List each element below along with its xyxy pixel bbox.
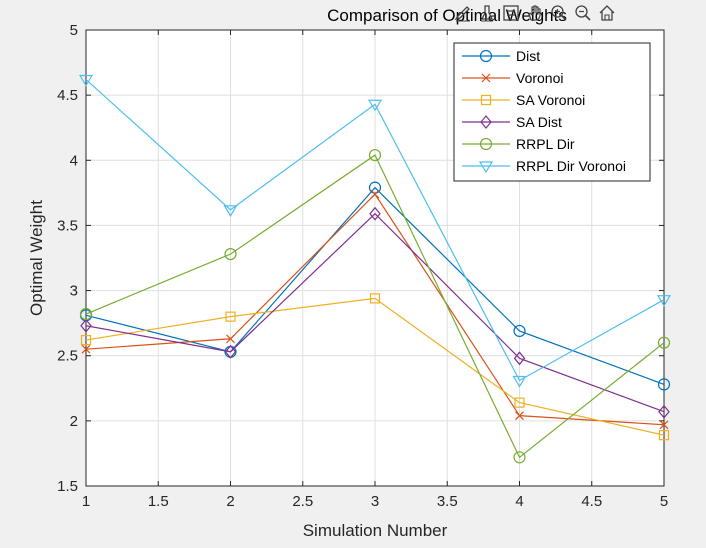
x-tick-label: 2 [226,493,234,510]
data-point [370,189,380,199]
data-point [514,397,525,408]
y-tick-label: 2.5 [57,348,78,365]
data-point [80,318,92,333]
data-point [513,351,526,366]
series-line [85,79,665,382]
legend-box [453,42,651,182]
series-rrpl-dir-voronoi [78,74,672,388]
y-tick-label: 5 [70,22,78,39]
x-tick-label: 4.5 [581,493,602,510]
series-sa-voronoi [80,293,670,441]
y-tick-label: 4.5 [57,87,78,104]
data-point [658,404,670,419]
data-point [369,293,381,304]
data-point [367,99,383,112]
series-rrpl-dir [79,148,671,464]
series-line [85,186,665,385]
zoom-out-icon[interactable] [572,2,594,24]
x-tick-label: 3 [371,493,379,510]
data-point [368,181,382,194]
data-tips-icon[interactable] [500,2,522,24]
legend-marker [481,73,491,83]
y-axis-label: Optimal Weight [27,200,46,316]
x-tick-label: 2.5 [292,493,313,510]
legend-label: Dist [516,48,540,64]
axes: 1 1.5 2 2.5 3 3.5 4 4.5 51.522.533.544.55 [57,22,668,510]
legend-entry: RRPL Dir [462,136,575,152]
data-point [659,420,669,430]
legend-marker [479,49,493,63]
legend-label: RRPL Dir [516,136,575,152]
data-point [512,375,527,388]
restore-view-icon[interactable] [596,2,618,24]
data-point [81,344,91,354]
data-point [515,411,524,421]
y-tick-label: 3 [70,283,78,300]
y-tick-label: 4 [70,152,78,169]
data-point [226,334,235,344]
data-point [80,334,92,346]
data-point [658,430,670,441]
data-point [657,336,671,349]
y-tick-label: 3.5 [57,217,78,234]
data-point [368,148,382,162]
legend-marker [480,94,492,106]
legend-marker [480,115,492,129]
axes-toolbar [452,0,618,26]
series-line [85,297,665,436]
legend-entry: SA Voronoi [462,92,585,108]
series-line [85,212,665,413]
y-tick-label: 1.5 [57,478,78,495]
series-line [85,154,665,459]
legend-label: Voronoi [516,70,563,86]
data-point [223,205,238,217]
legend-entry: Voronoi [462,70,563,86]
data-point [369,206,381,221]
edit-data-icon[interactable] [452,2,474,24]
legend-entry: RRPL Dir Voronoi [462,158,626,174]
legend-label: RRPL Dir Voronoi [516,158,626,174]
data-point [224,344,237,359]
pan-hand-icon[interactable] [524,2,546,24]
y-tick-label: 2 [70,413,78,430]
x-tick-label: 3.5 [437,493,458,510]
x-tick-label: 5 [660,493,668,510]
data-point [78,74,94,87]
legend-label: SA Voronoi [516,92,585,108]
data-point [657,378,671,391]
legend[interactable]: Dist Voronoi SA Voronoi SA Dist RRPL Dir RRPL… [453,42,651,182]
brush-icon[interactable] [476,2,498,24]
data-point [656,295,672,307]
x-tick-label: 1.5 [148,493,169,510]
x-tick-label: 4 [515,493,523,510]
data-point [224,247,237,261]
legend-marker [479,137,493,151]
legend-label: SA Dist [516,114,562,130]
legend-marker [478,161,494,174]
x-tick-label: 1 [82,493,90,510]
series-layer [78,74,672,464]
data-point [513,324,526,338]
data-point [513,451,526,464]
legend-entry: Dist [462,48,540,64]
data-point [79,307,93,321]
data-point [225,311,236,322]
legend-entry: SA Dist [462,114,562,130]
series-sa-dist [80,206,670,419]
zoom-in-icon[interactable] [548,2,570,24]
x-axis-label: Simulation Number [303,521,448,540]
